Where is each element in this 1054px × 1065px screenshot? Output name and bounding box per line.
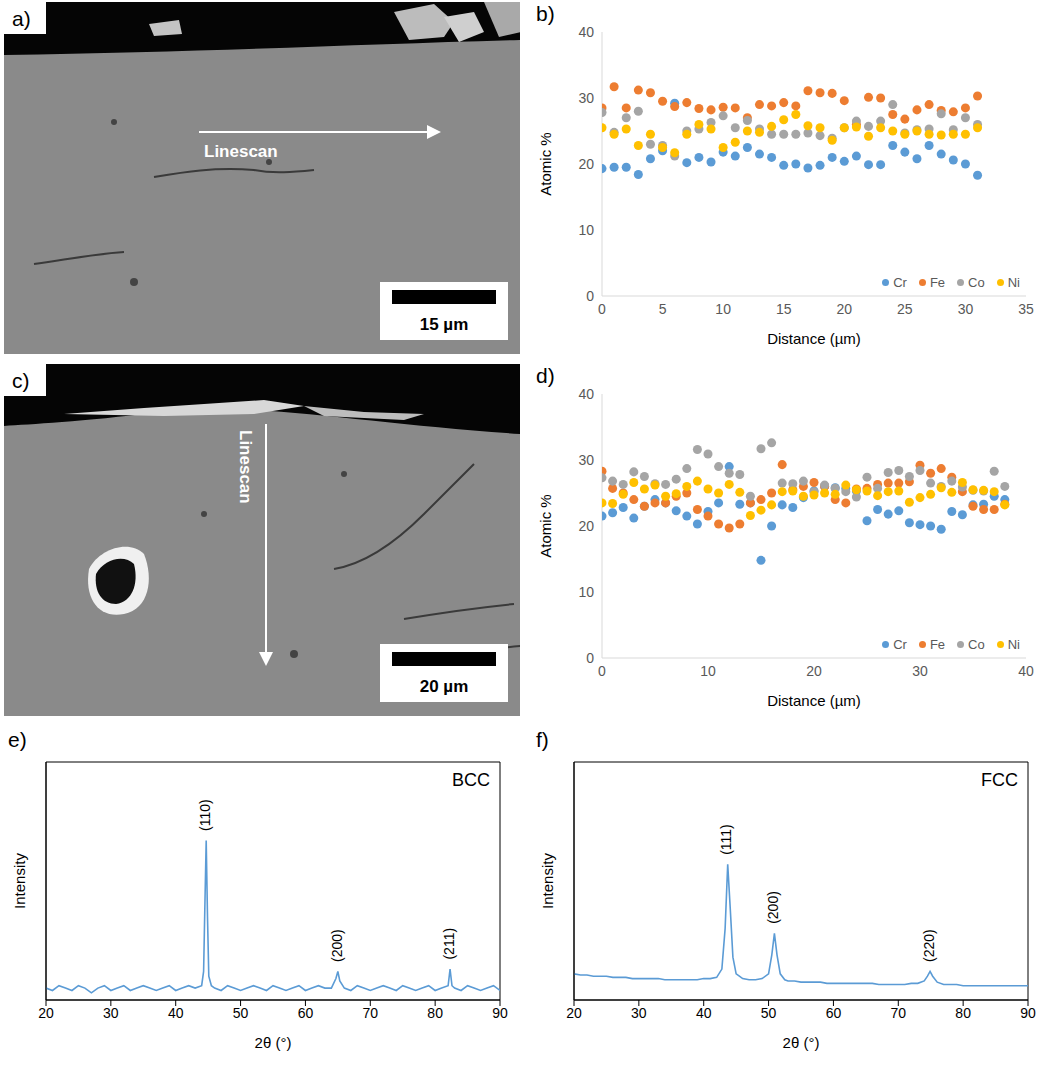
svg-text:70: 70: [890, 1005, 906, 1021]
svg-text:30: 30: [103, 1005, 119, 1021]
svg-text:Intensity: Intensity: [11, 853, 28, 909]
html-text:Co: Co: [968, 637, 985, 652]
html-text:b): b): [536, 2, 555, 25]
svg-text:10: 10: [578, 584, 594, 600]
svg-text:Linescan: Linescan: [204, 142, 278, 161]
svg-text:Atomic %: Atomic %: [537, 132, 554, 195]
svg-text:15 µm: 15 µm: [420, 315, 469, 334]
svg-text:40: 40: [1018, 663, 1034, 679]
svg-text:30: 30: [578, 452, 594, 468]
svg-text:50: 50: [233, 1005, 249, 1021]
svg-text:0: 0: [586, 288, 594, 304]
svg-text:20: 20: [578, 156, 594, 172]
svg-text:25: 25: [897, 301, 913, 317]
svg-text:15: 15: [776, 301, 792, 317]
svg-text:90: 90: [1020, 1005, 1036, 1021]
html-text:Cr: Cr: [893, 275, 907, 290]
svg-text:20 µm: 20 µm: [420, 677, 469, 696]
html-text:d): d): [536, 364, 555, 387]
svg-text:20: 20: [578, 518, 594, 534]
svg-text:60: 60: [826, 1005, 842, 1021]
svg-text:(111): (111): [718, 824, 734, 855]
html-text:Fe: Fe: [929, 637, 946, 652]
svg-text:10: 10: [700, 663, 716, 679]
svg-text:0: 0: [586, 650, 594, 666]
svg-text:40: 40: [168, 1005, 184, 1021]
html-text:Ni: Ni: [1007, 275, 1020, 290]
svg-text:Distance (µm): Distance (µm): [767, 330, 861, 347]
svg-text:2θ (°): 2θ (°): [255, 1034, 292, 1051]
svg-text:(211): (211): [441, 928, 457, 960]
svg-text:10: 10: [715, 301, 731, 317]
svg-text:80: 80: [427, 1005, 443, 1021]
svg-text:30: 30: [912, 663, 928, 679]
svg-text:50: 50: [761, 1005, 777, 1021]
svg-text:40: 40: [578, 386, 594, 402]
svg-text:20: 20: [806, 663, 822, 679]
svg-text:30: 30: [578, 90, 594, 106]
svg-text:30: 30: [631, 1005, 647, 1021]
html-text:f): f): [536, 728, 549, 751]
svg-text:20: 20: [836, 301, 852, 317]
svg-text:0: 0: [598, 301, 606, 317]
svg-text:40: 40: [696, 1005, 712, 1021]
html-text:BCC: BCC: [452, 770, 490, 790]
svg-text:20: 20: [38, 1005, 54, 1021]
svg-text:20: 20: [566, 1005, 582, 1021]
svg-text:a): a): [12, 7, 31, 30]
svg-text:40: 40: [578, 24, 594, 40]
svg-text:10: 10: [578, 222, 594, 238]
svg-text:70: 70: [362, 1005, 378, 1021]
svg-text:(200): (200): [329, 929, 345, 962]
svg-text:60: 60: [298, 1005, 314, 1021]
svg-text:0: 0: [598, 663, 606, 679]
html-text:Fe: Fe: [929, 275, 946, 290]
svg-text:(200): (200): [765, 891, 781, 924]
html-text:FCC: FCC: [981, 770, 1018, 790]
svg-text:(110): (110): [197, 799, 213, 831]
html-text:Cr: Cr: [893, 637, 907, 652]
svg-text:Distance (µm): Distance (µm): [767, 692, 861, 709]
svg-text:Intensity: Intensity: [539, 853, 556, 909]
html-text:Co: Co: [968, 275, 985, 290]
html-text:e): e): [8, 728, 27, 751]
html-text:Ni: Ni: [1007, 637, 1020, 652]
svg-text:35: 35: [1018, 301, 1034, 317]
svg-text:30: 30: [958, 301, 974, 317]
svg-text:Linescan: Linescan: [236, 430, 255, 504]
svg-text:Atomic %: Atomic %: [537, 494, 554, 557]
svg-text:80: 80: [955, 1005, 971, 1021]
svg-text:5: 5: [659, 301, 667, 317]
svg-text:2θ (°): 2θ (°): [783, 1034, 820, 1051]
svg-text:(220): (220): [921, 929, 937, 962]
svg-text:c): c): [12, 369, 30, 392]
svg-text:90: 90: [492, 1005, 508, 1021]
